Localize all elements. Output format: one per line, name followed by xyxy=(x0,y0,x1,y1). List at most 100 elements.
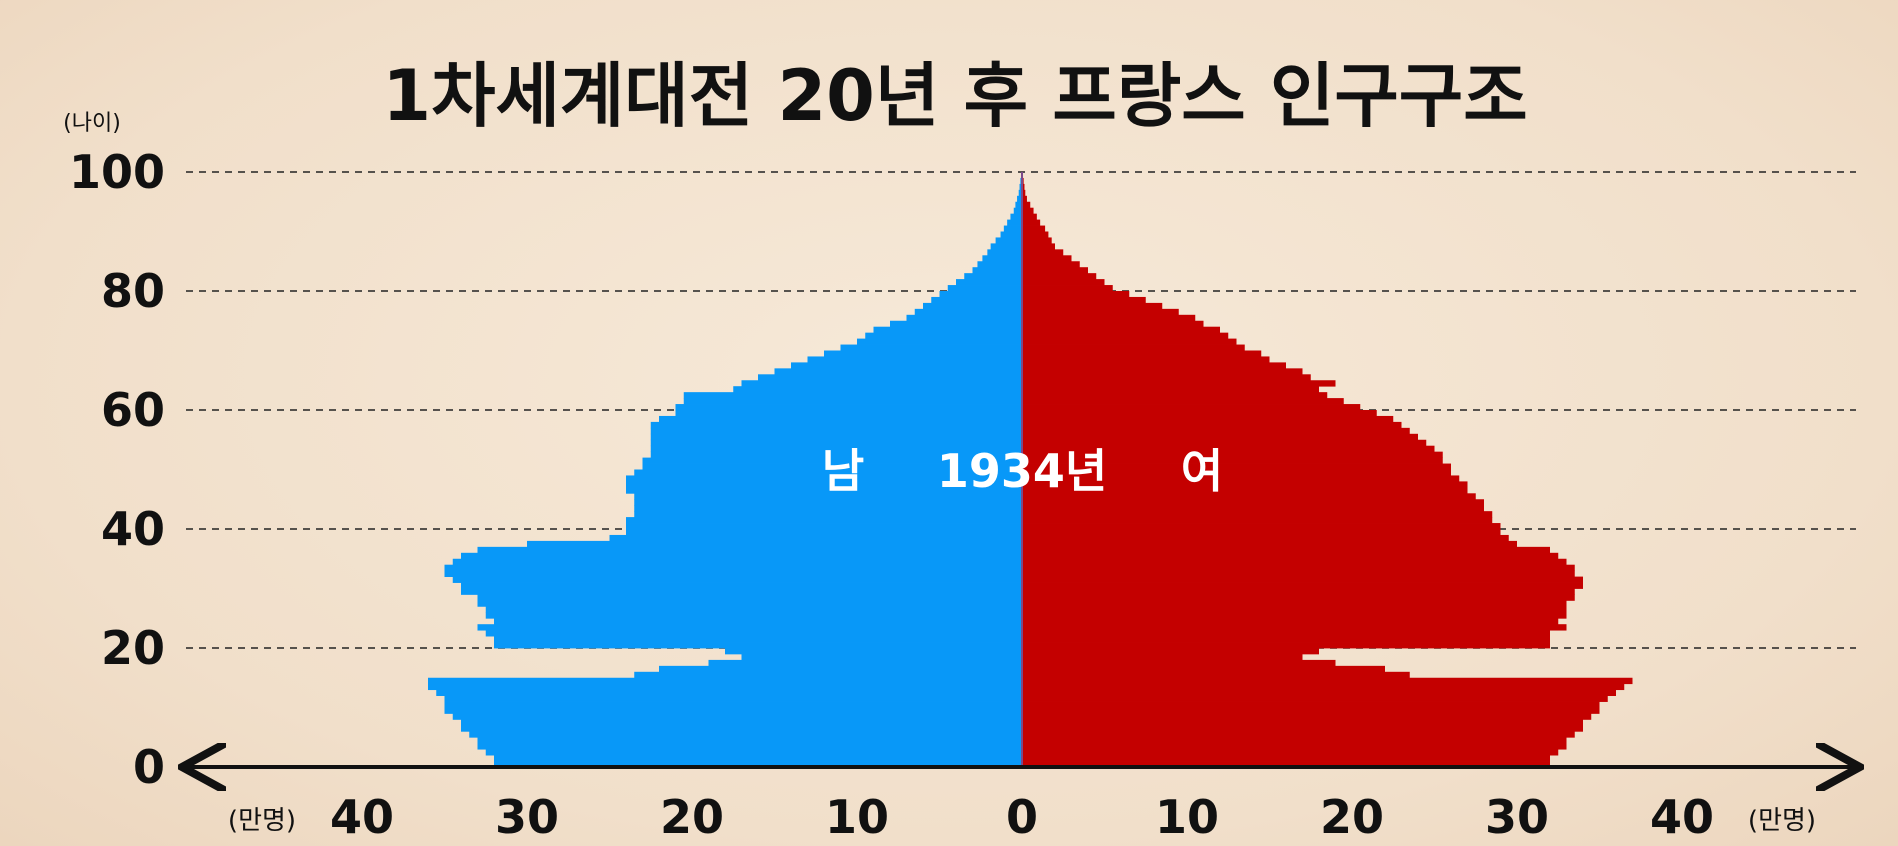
male-bar xyxy=(1000,231,1022,238)
female-bar xyxy=(1022,707,1600,714)
male-bar xyxy=(634,499,1022,506)
male-bar xyxy=(774,368,1022,375)
female-bar xyxy=(1022,344,1245,351)
x-axis-unit-right: (만명) xyxy=(1748,806,1816,836)
female-bar xyxy=(1022,219,1041,226)
male-bar xyxy=(485,630,1022,637)
y-tick-label: 40 xyxy=(101,502,165,556)
female-bar xyxy=(1022,249,1064,256)
female-bar xyxy=(1022,743,1567,750)
female-bar xyxy=(1022,273,1097,280)
female-bar xyxy=(1022,755,1550,762)
male-bar xyxy=(650,445,1022,453)
male-bar xyxy=(1018,189,1022,197)
y-tick-label: 80 xyxy=(101,264,165,318)
male-bar xyxy=(642,457,1022,464)
male-bar xyxy=(428,683,1022,691)
female-bar xyxy=(1022,511,1493,518)
male-bar xyxy=(626,517,1022,524)
female-bar xyxy=(1022,630,1550,637)
female-bar xyxy=(1022,433,1418,441)
male-bar xyxy=(634,511,1022,518)
female-bar xyxy=(1022,255,1072,262)
female-bar xyxy=(1022,201,1031,209)
male-bar xyxy=(947,285,1022,292)
female-bar xyxy=(1022,356,1270,363)
female-bar xyxy=(1022,564,1575,572)
male-bar xyxy=(982,255,1022,262)
male-bar xyxy=(642,463,1022,470)
male-bar xyxy=(461,588,1022,595)
male-bar xyxy=(650,427,1022,435)
female-bar xyxy=(1022,350,1262,357)
female-bar xyxy=(1022,320,1204,328)
male-bar xyxy=(1007,219,1022,226)
female-bar xyxy=(1022,207,1034,215)
male-bar xyxy=(444,564,1022,572)
male-bar xyxy=(733,386,1022,393)
male-bar xyxy=(840,344,1022,351)
female-bar xyxy=(1022,636,1550,643)
female-bar xyxy=(1022,659,1336,667)
female-bar xyxy=(1022,695,1608,702)
x-tick-label: 30 xyxy=(495,790,559,844)
male-bar xyxy=(758,374,1022,381)
male-bar xyxy=(626,523,1022,530)
female-bar xyxy=(1022,624,1567,631)
x-tick-label: 20 xyxy=(660,790,724,844)
x-tick-label: 40 xyxy=(330,790,394,844)
female-bar xyxy=(1022,588,1575,595)
male-bar xyxy=(923,302,1022,310)
male-bar xyxy=(461,719,1022,726)
male-bar xyxy=(1019,183,1022,191)
female-bar xyxy=(1022,392,1328,399)
male-bar xyxy=(452,558,1022,566)
male-bar xyxy=(914,308,1022,316)
male-bar xyxy=(675,410,1022,417)
female-bar xyxy=(1022,653,1303,661)
y-tick-labels: 0 20 40 60 80 100 xyxy=(69,145,165,794)
male-bar xyxy=(444,701,1022,708)
male-bar xyxy=(469,731,1022,738)
male-bar xyxy=(931,296,1022,304)
x-axis-unit-left: (만명) xyxy=(228,806,296,836)
female-bar xyxy=(1022,231,1049,238)
male-bar xyxy=(477,743,1022,750)
male-bar xyxy=(626,475,1022,482)
female-bar xyxy=(1022,308,1179,316)
male-bar xyxy=(477,600,1022,607)
female-bar xyxy=(1022,534,1509,542)
male-bar xyxy=(444,570,1022,577)
female-bar xyxy=(1022,487,1468,494)
x-tick-label: 30 xyxy=(1485,790,1549,844)
y-tick-label: 20 xyxy=(101,621,165,675)
male-bar xyxy=(865,332,1022,339)
male-bar xyxy=(444,707,1022,714)
female-bar xyxy=(1022,546,1550,554)
male-bar xyxy=(659,665,1022,673)
y-axis-label: (나이) xyxy=(63,111,121,136)
male-bar xyxy=(444,695,1022,702)
male-bar xyxy=(494,755,1022,762)
female-bar xyxy=(1022,552,1559,560)
female-bar xyxy=(1022,279,1105,286)
male-bar xyxy=(650,451,1022,458)
year-label: 1934년 xyxy=(937,444,1107,498)
male-bar xyxy=(1013,207,1022,215)
male-bar xyxy=(650,433,1022,441)
female-bar xyxy=(1022,225,1046,232)
female-bar xyxy=(1022,237,1052,244)
female-bar xyxy=(1022,427,1410,435)
male-bar xyxy=(461,725,1022,732)
female-bar xyxy=(1022,457,1443,464)
female-bar xyxy=(1022,493,1476,500)
female-bar xyxy=(1022,737,1567,744)
male-bar xyxy=(452,576,1022,583)
female-bar xyxy=(1022,314,1196,322)
male-bar xyxy=(609,534,1022,542)
female-bar xyxy=(1022,332,1229,339)
x-tick-labels: 40 30 20 10 0 10 20 30 40 xyxy=(330,790,1714,844)
male-bar xyxy=(626,529,1022,536)
female-bar xyxy=(1022,499,1484,506)
